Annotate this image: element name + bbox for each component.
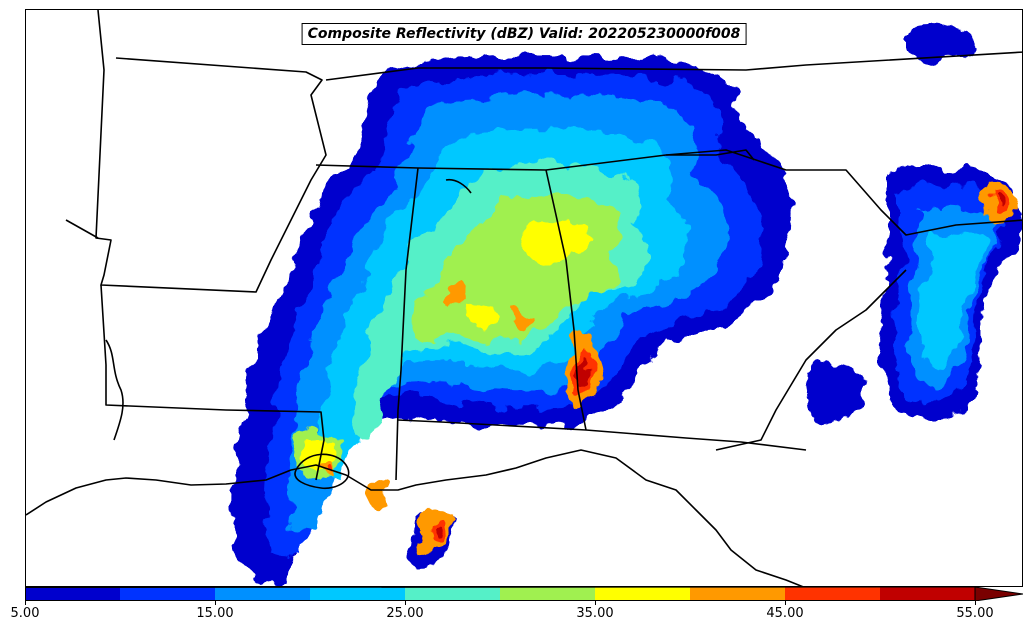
colorbar-tick-mark (785, 601, 786, 605)
colorbar-segment (310, 587, 405, 601)
river-segment (445, 178, 472, 194)
colorbar-extend-arrow (974, 587, 1023, 601)
colorbar-segment (500, 587, 595, 601)
state-line-ms-al (395, 167, 419, 481)
colorbar-tick-label: 25.00 (386, 606, 424, 621)
state-line-fl (397, 419, 807, 451)
colorbar-tick-mark (25, 601, 26, 605)
colorbar-tick-mark (975, 601, 976, 605)
colorbar-segment (120, 587, 215, 601)
colorbar-tick-mark (215, 601, 216, 605)
colorbar-tick-label: 45.00 (766, 606, 804, 621)
colorbar-tick-label: 35.00 (576, 606, 614, 621)
state-line-ky-tn (325, 51, 1022, 81)
colorbar-segment (880, 587, 975, 601)
colorbar-segment (785, 587, 880, 601)
colorbar (25, 587, 1023, 601)
colorbar-outline (25, 587, 976, 601)
map-frame: Composite Reflectivity (dBZ) Valid: 2022… (25, 9, 1023, 587)
atlantic-coastline (715, 269, 907, 451)
state-line-nc-sc (665, 149, 1022, 236)
reflectivity-echoes (231, 25, 1022, 586)
colorbar-segment (25, 587, 120, 601)
colorbar-tick-label: 55.00 (956, 606, 994, 621)
lake-pontchartrain (294, 453, 350, 490)
colorbar-tick-mark (405, 601, 406, 605)
river-mississippi (105, 339, 124, 441)
state-line-al-ga (545, 169, 587, 431)
echo-layer-35 (305, 222, 588, 471)
colorbar-segment (595, 587, 690, 601)
boundaries (26, 10, 1022, 586)
reflectivity-map (26, 10, 1022, 586)
map-title: Composite Reflectivity (dBZ) Valid: 2022… (301, 23, 747, 45)
state-line-la-ms (100, 284, 325, 481)
colorbar-segment (405, 587, 500, 601)
echo-layer-50 (433, 195, 1004, 536)
colorbar-tick-mark (595, 601, 596, 605)
state-line-west (95, 10, 327, 293)
colorbar-tick-label: 5.00 (10, 606, 40, 621)
colorbar-segment (215, 587, 310, 601)
state-line-tx-ar (65, 219, 99, 239)
colorbar-tick-label: 15.00 (196, 606, 234, 621)
gulf-coastline (26, 449, 804, 586)
colorbar-segment (690, 587, 785, 601)
